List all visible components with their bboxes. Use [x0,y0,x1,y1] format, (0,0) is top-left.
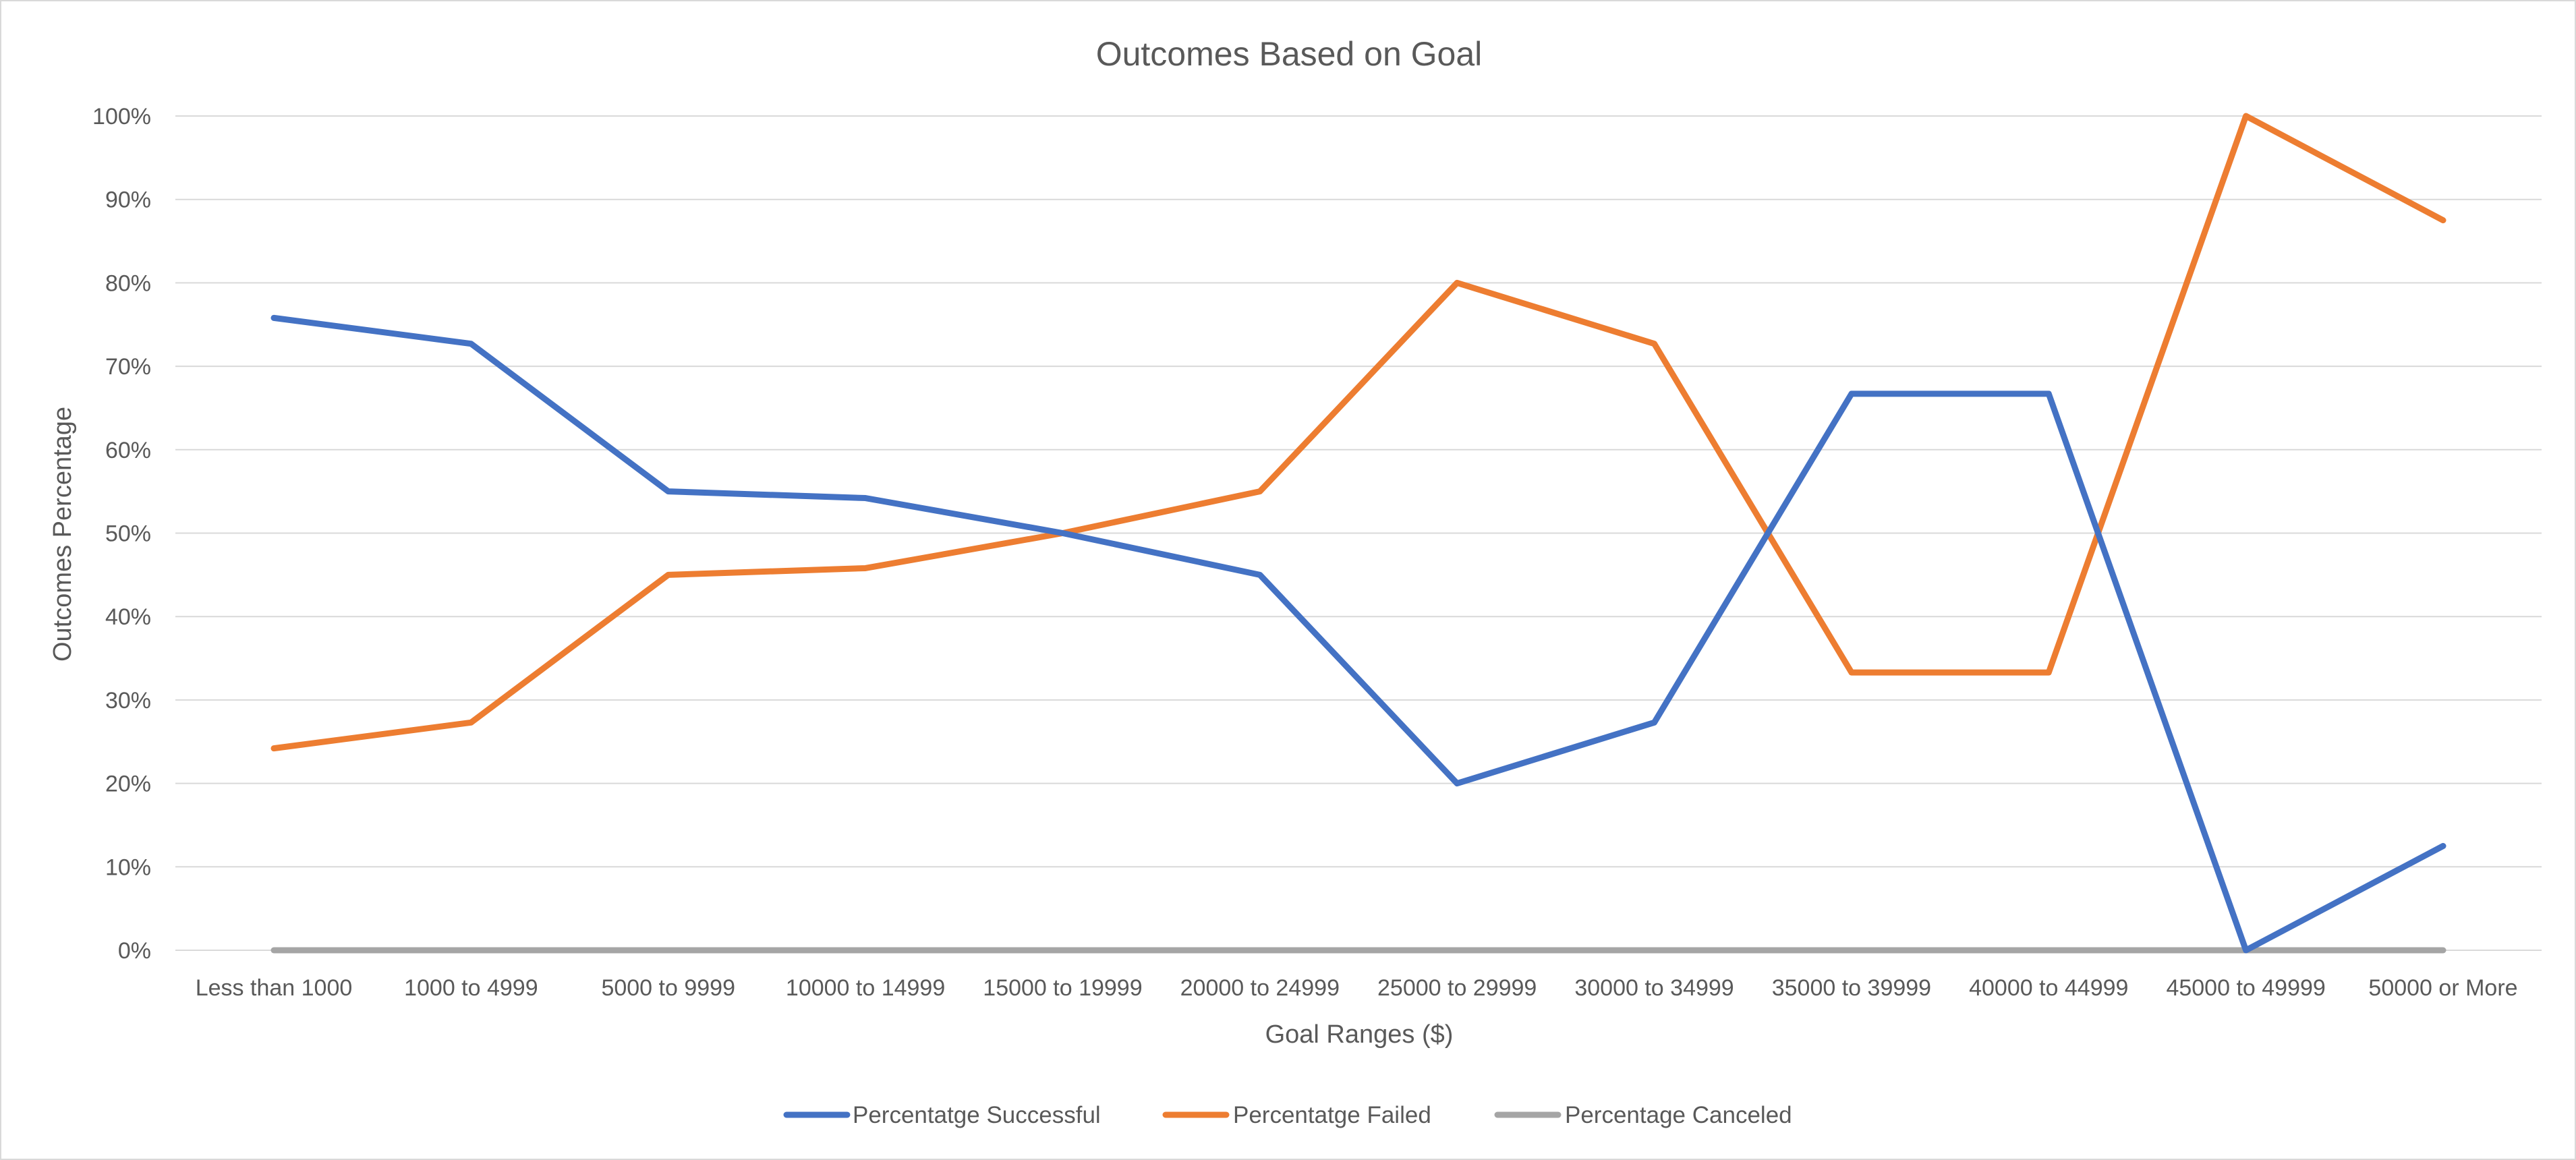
x-tick-label: Less than 1000 [196,975,353,1001]
legend-label: Percentage Canceled [1565,1102,1792,1128]
x-tick-label: 45000 to 49999 [2166,975,2325,1001]
gridlines [175,115,2542,951]
legend-label: Percentatge Successful [853,1102,1101,1128]
y-tick-label: 60% [105,438,151,463]
y-axis-title: Outcomes Percentage [49,407,77,662]
y-tick-label: 90% [105,187,151,213]
x-tick-label: 20000 to 24999 [1180,975,1340,1001]
y-tick-label: 10% [105,854,151,880]
y-axis-tick-labels: 0% 10% 20% 30% 40% 50% 60% 70% 80% 90% 100% [92,104,151,964]
x-axis-title: Goal Ranges ($) [1265,1020,1454,1049]
x-tick-label: 35000 to 39999 [1772,975,1931,1001]
legend-item: Percentage Canceled [1494,1102,1792,1128]
y-tick-label: 0% [118,938,151,964]
legend-label: Percentatge Failed [1233,1102,1431,1128]
x-tick-label: 10000 to 14999 [786,975,945,1001]
y-tick-label: 40% [105,604,151,630]
x-tick-label: 15000 to 19999 [983,975,1142,1001]
x-tick-label: 1000 to 4999 [404,975,538,1001]
x-tick-label: 30000 to 34999 [1574,975,1734,1001]
x-tick-label: 25000 to 29999 [1377,975,1537,1001]
chart-title: Outcomes Based on Goal [1096,35,1483,73]
series-line-percentatge-failed [270,113,2446,752]
x-tick-label: 40000 to 44999 [1969,975,2128,1001]
y-tick-label: 20% [105,772,151,797]
series-line-percentatge-successful [270,314,2446,954]
legend-item: Percentatge Successful [783,1102,1101,1128]
y-tick-label: 50% [105,521,151,547]
y-tick-label: 30% [105,688,151,714]
y-tick-label: 100% [92,104,151,129]
x-tick-label: 50000 or More [2368,975,2517,1001]
legend: Percentatge Successful Percentatge Failed… [783,1102,1792,1128]
series-lines [270,113,2446,954]
legend-item: Percentatge Failed [1162,1102,1431,1128]
x-tick-label: 5000 to 9999 [601,975,735,1001]
x-axis-tick-labels: Less than 1000 1000 to 4999 5000 to 9999 10… [196,975,2518,1001]
y-tick-label: 70% [105,354,151,380]
y-tick-label: 80% [105,270,151,296]
